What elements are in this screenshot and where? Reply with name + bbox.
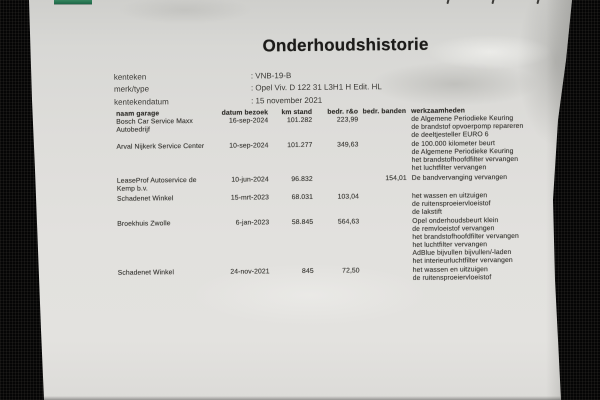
- maintenance-history-table: naam garage datum bezoek km stand bedr. …: [112, 107, 534, 286]
- work-item: het luchtfilter vervangen: [411, 164, 487, 173]
- repair-amount: 223,99: [336, 116, 359, 124]
- garage-name: Broekhuis Zwolle: [117, 220, 171, 228]
- tires-amount: [358, 116, 406, 125]
- tires-amount: [358, 141, 406, 150]
- garage-name: LeaseProf Autoservice de Kemp b.v.: [116, 177, 197, 193]
- km-stand: 845: [302, 267, 314, 275]
- work-items: de 100.000 kilometer beurt de Algemene Pe…: [406, 140, 524, 174]
- repair-amount: 72,50: [342, 266, 360, 275]
- km-stand: 101.277: [287, 141, 313, 150]
- km-stand: 68.031: [291, 193, 314, 202]
- work-items: Opel onderhoudsbeurt klein de remvloeisto…: [407, 217, 525, 267]
- table-row: Schadenet Winkel 15-mrt-2023 68.031 103,04 h…: [113, 192, 533, 220]
- tires-amount: [359, 218, 407, 227]
- work-item: de lakstift: [412, 208, 442, 217]
- visit-date: 6-jan-2023: [235, 219, 270, 227]
- garage-name: Schadenet Winkel: [116, 195, 174, 203]
- garage-name: Arval Nijkerk Service Center: [116, 142, 205, 151]
- work-items: de Algemene Periodieke Keuring de brandst…: [406, 115, 524, 140]
- page-title: Onderhoudshistorie: [262, 34, 429, 56]
- kentekendatum-label: kentekendatum: [114, 97, 169, 107]
- tires-amount: 154,01: [385, 175, 407, 183]
- tires-amount: [359, 193, 407, 202]
- visit-date: 16-sep-2024: [228, 117, 269, 125]
- table-row: Broekhuis Zwolle 6-jan-2023 58.845 564,63 Op…: [113, 217, 533, 270]
- km-stand: 101.282: [286, 116, 313, 125]
- tires-amount: [360, 267, 408, 276]
- work-item: De bandvervanging vervangen: [411, 174, 508, 182]
- work-items: het wassen en uitzuigen de ruitensproeier…: [408, 265, 526, 282]
- repair-amount: 564,63: [337, 218, 360, 226]
- repair-amount: [313, 175, 359, 184]
- work-items: het wassen en uitzuigen de ruitensproeier…: [407, 192, 525, 217]
- repair-amount: 103,04: [337, 193, 360, 201]
- km-stand: 96.832: [291, 175, 313, 184]
- kentekendatum-value: : 15 november 2021: [251, 95, 323, 106]
- garage-name: Bosch Car Service Maxx Autobedrijf: [116, 118, 193, 134]
- visit-date: 24-nov-2021: [230, 267, 270, 276]
- work-item: de ruitensproeiervloeistof: [412, 273, 492, 282]
- garage-name: Schadenet Winkel: [117, 268, 175, 277]
- vehicle-info-block: kenteken : VNB-19-B merk/type : Opel Viv…: [114, 69, 382, 109]
- green-tab-fragment: [54, 0, 92, 4]
- table-row: Bosch Car Service Maxx Autobedrijf 16-sep…: [112, 115, 532, 143]
- info-line-kentekendatum: kentekendatum : 15 november 2021: [114, 94, 382, 109]
- work-item: de deeltjesteller EURO 6: [411, 131, 489, 140]
- table-row: Schadenet Winkel 24-nov-2021 845 72,50 het w…: [114, 265, 534, 285]
- visit-date: 10-sep-2024: [229, 142, 269, 150]
- table-rows: Bosch Car Service Maxx Autobedrijf 16-sep…: [112, 115, 534, 286]
- visit-date: 15-mrt-2023: [230, 194, 270, 202]
- km-stand: 58.845: [291, 218, 314, 227]
- table-row: LeaseProf Autoservice de Kemp b.v. 10-jun…: [113, 174, 533, 194]
- work-items: De bandvervanging vervangen: [407, 174, 525, 183]
- repair-amount: 349,63: [337, 141, 359, 149]
- visit-date: 10-jun-2024: [231, 176, 269, 184]
- table-row: Arval Nijkerk Service Center 10-sep-2024 1…: [112, 140, 532, 176]
